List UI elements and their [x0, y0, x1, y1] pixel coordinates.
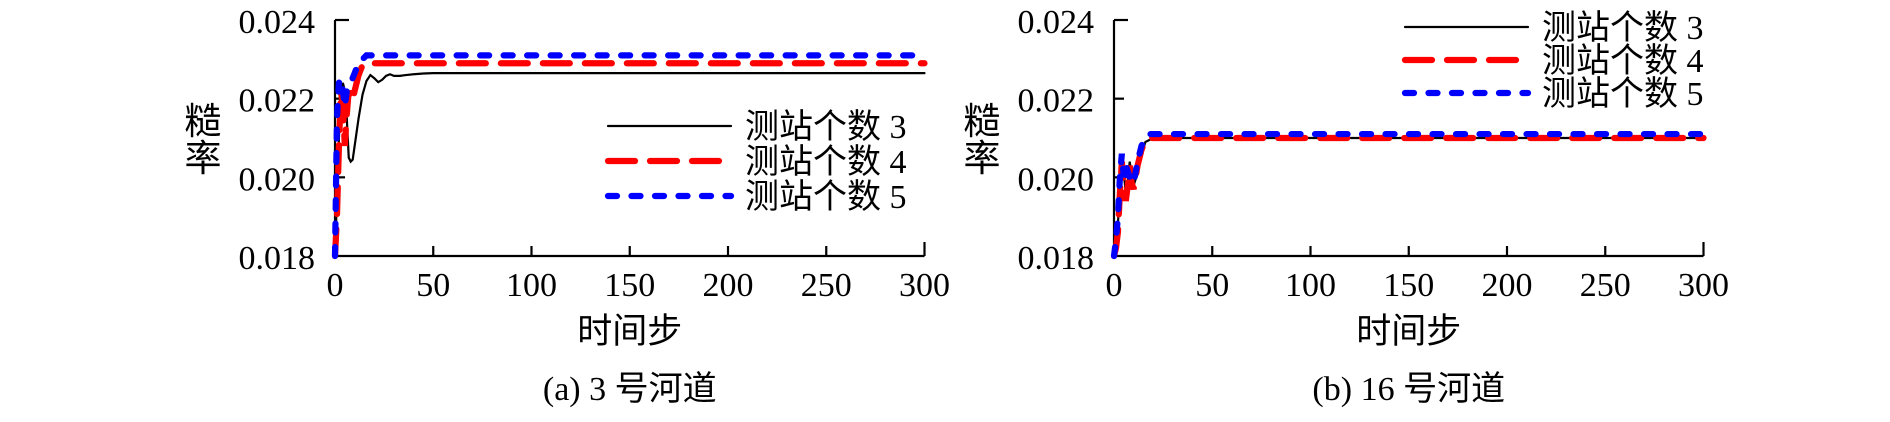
svg-text:0.022: 0.022: [239, 83, 316, 120]
svg-text:100: 100: [506, 267, 557, 304]
svg-text:100: 100: [1285, 267, 1336, 304]
svg-text:300: 300: [1678, 267, 1729, 304]
svg-text:时间步: 时间步: [577, 312, 682, 351]
svg-text:0.024: 0.024: [1018, 4, 1095, 41]
svg-text:200: 200: [1482, 267, 1533, 304]
svg-text:0.020: 0.020: [239, 161, 316, 198]
svg-text:0.024: 0.024: [239, 4, 316, 41]
svg-text:200: 200: [703, 267, 754, 304]
svg-text:测站个数 4: 测站个数 4: [745, 143, 907, 181]
svg-text:0: 0: [1106, 267, 1123, 304]
svg-text:时间步: 时间步: [1356, 312, 1461, 351]
svg-text:糙: 糙: [964, 102, 1001, 143]
svg-text:(b) 16 号河道: (b) 16 号河道: [1312, 370, 1505, 408]
svg-text:(a) 3 号河道: (a) 3 号河道: [543, 370, 717, 408]
svg-text:0.018: 0.018: [1018, 240, 1095, 277]
svg-text:率: 率: [185, 138, 222, 180]
svg-text:测站个数 5: 测站个数 5: [1542, 75, 1704, 113]
svg-text:250: 250: [801, 267, 852, 304]
svg-text:0.018: 0.018: [239, 240, 316, 277]
svg-text:糙: 糙: [185, 102, 222, 143]
svg-text:0.020: 0.020: [1018, 161, 1095, 198]
svg-text:50: 50: [416, 267, 450, 304]
svg-text:50: 50: [1195, 267, 1229, 304]
svg-text:0.022: 0.022: [1018, 83, 1095, 120]
svg-text:测站个数 3: 测站个数 3: [1542, 9, 1704, 47]
svg-text:率: 率: [964, 138, 1001, 180]
svg-text:测站个数 5: 测站个数 5: [745, 178, 907, 216]
svg-text:150: 150: [1383, 267, 1434, 304]
svg-text:150: 150: [604, 267, 655, 304]
svg-text:0: 0: [327, 267, 344, 304]
svg-text:300: 300: [899, 267, 950, 304]
svg-text:测站个数 4: 测站个数 4: [1542, 42, 1704, 80]
svg-text:250: 250: [1580, 267, 1631, 304]
svg-text:测站个数 3: 测站个数 3: [745, 108, 907, 146]
